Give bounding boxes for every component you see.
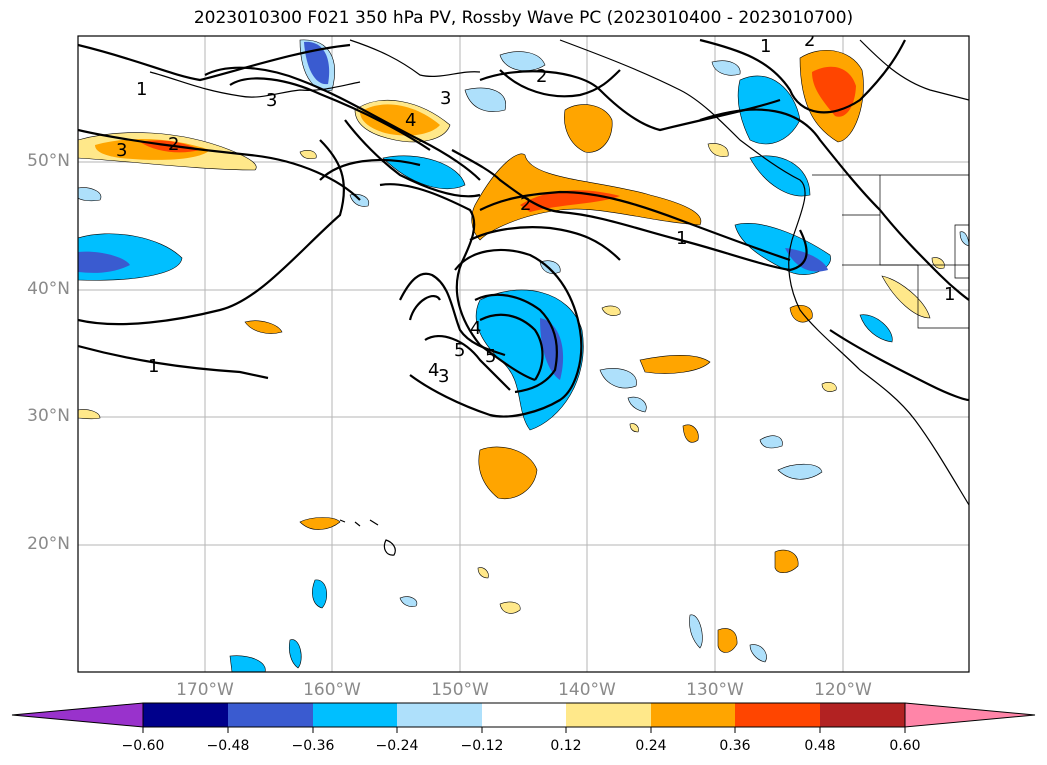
contour-label: 4	[428, 360, 439, 381]
contour-label: 4	[405, 110, 416, 131]
contour-label: 5	[454, 340, 465, 361]
latitude-label: 20°N	[27, 534, 70, 554]
longitude-label: 120°W	[814, 680, 872, 700]
contour-label: 1	[148, 356, 159, 377]
contour-label: 3	[266, 90, 277, 111]
longitude-label: 150°W	[431, 680, 489, 700]
colorbar-tick-label: −0.60	[121, 738, 165, 754]
colorbar	[11, 702, 1036, 733]
colorbar-extend-high	[904, 702, 1036, 728]
colorbar-tick-label: −0.36	[291, 738, 335, 754]
map-panel: 1 2 3 4 5 2 3 2 4 3 1 1 2 3 4 5 1 1	[78, 30, 969, 672]
contour-label: 3	[438, 366, 449, 387]
colorbar-segment	[651, 703, 735, 727]
map-title: 2023010300 F021 350 hPa PV, Rossby Wave …	[193, 8, 854, 28]
negative-anomaly-shading	[78, 39, 969, 672]
colorbar-tick-label: −0.24	[375, 738, 419, 754]
pv-contours	[78, 38, 969, 418]
latitude-label: 30°N	[27, 406, 70, 426]
political-borders	[812, 174, 969, 329]
contour-label-group: 1 2 3 4 5 2 3 2 4 3 1 1 2 3 4 5 1 1	[116, 30, 955, 387]
colorbar-tick-label: 0.60	[889, 738, 921, 754]
contour-label: 2	[168, 134, 179, 155]
colorbar-segment	[482, 703, 566, 727]
colorbar-tick-label: 0.24	[635, 738, 667, 754]
contour-label: 2	[536, 66, 547, 87]
longitude-label: 170°W	[176, 680, 234, 700]
colorbar-segment	[735, 703, 820, 727]
contour-label: 1	[760, 36, 771, 57]
colorbar-segment	[313, 703, 397, 727]
contour-label: 1	[676, 228, 687, 249]
colorbar-tick-label: −0.12	[460, 738, 504, 754]
colorbar-tick-label: −0.48	[206, 738, 250, 754]
colorbar-extend-low	[11, 702, 144, 728]
latitude-label: 40°N	[27, 279, 70, 299]
colorbar-segment	[143, 703, 228, 727]
contour-label: 5	[485, 346, 496, 367]
contour-label: 2	[520, 194, 531, 215]
colorbar-tick-label: 0.36	[719, 738, 751, 754]
colorbar-tick-label: 0.48	[804, 738, 836, 754]
longitude-label: 140°W	[558, 680, 616, 700]
colorbar-tick-label: 0.12	[550, 738, 582, 754]
contour-label: 3	[116, 140, 127, 161]
coastlines	[149, 39, 969, 556]
longitude-label: 160°W	[303, 680, 361, 700]
colorbar-segment	[397, 703, 482, 727]
contour-label: 1	[944, 284, 955, 305]
contour-label: 1	[136, 79, 147, 100]
contour-label: 3	[440, 88, 451, 109]
contour-label: 2	[804, 30, 815, 51]
latitude-label: 50°N	[27, 151, 70, 171]
colorbar-segment	[228, 703, 313, 727]
contour-label: 4	[470, 318, 481, 339]
colorbar-segment	[566, 703, 651, 727]
longitude-label: 130°W	[686, 680, 744, 700]
colorbar-segment	[820, 703, 905, 727]
map-frame	[77, 35, 970, 673]
